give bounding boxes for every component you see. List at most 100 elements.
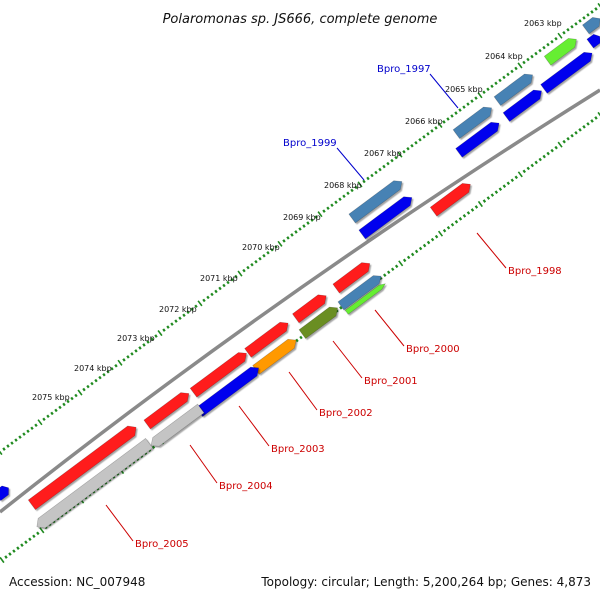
- kbp-label-2066: 2066 kbp: [405, 117, 443, 126]
- ring-tick: [434, 126, 438, 130]
- ring-tick: [310, 218, 314, 222]
- ring-tick: [582, 16, 586, 20]
- ring-tick: [222, 283, 226, 288]
- ring-tick: [562, 30, 566, 35]
- ring-tick: [498, 187, 503, 191]
- gene-arrow: [0, 485, 9, 502]
- ring-tick: [506, 72, 510, 77]
- ring-tick: [94, 378, 98, 383]
- ring-tick: [477, 92, 483, 99]
- ring-tick: [586, 122, 590, 126]
- gene-label-bpro-1999: Bpro_1999: [283, 138, 337, 149]
- ring-tick: [14, 438, 18, 442]
- genome-summary-text: Topology: circular; Length: 5,200,264 bp…: [260, 575, 591, 589]
- ring-tick: [242, 268, 246, 273]
- ring-tick: [126, 355, 130, 359]
- ring-tick: [134, 349, 138, 353]
- ring-tick: [110, 366, 114, 371]
- gene-arrow: [540, 51, 593, 94]
- ring-tick: [151, 445, 156, 450]
- gene-label-bpro-2003: Bpro_2003: [271, 444, 325, 455]
- ring-tick: [346, 191, 350, 196]
- ring-tick: [582, 125, 586, 129]
- ring-tick: [382, 164, 386, 169]
- ring-tick: [28, 537, 32, 542]
- outer-dotted-ring: [0, 2, 600, 456]
- ring-tick: [522, 169, 526, 174]
- ring-tick: [422, 135, 426, 139]
- ring-tick: [54, 408, 58, 413]
- kbp-label-2072: 2072 kbp: [159, 305, 197, 314]
- kbp-label-2073: 2073 kbp: [117, 334, 155, 343]
- ring-tick: [446, 225, 451, 230]
- ring-tick: [317, 211, 323, 218]
- ring-tick: [295, 338, 299, 343]
- gene-label-leaders: [105, 73, 507, 542]
- ring-tick: [490, 193, 495, 197]
- ring-tick: [210, 292, 214, 297]
- ring-tick: [170, 322, 174, 326]
- ring-tick: [446, 117, 450, 121]
- ring-tick: [150, 337, 154, 341]
- ring-tick: [550, 148, 554, 153]
- ring-tick: [517, 62, 523, 69]
- gene-arrow: [244, 321, 289, 358]
- ring-tick: [174, 319, 178, 323]
- ring-tick: [39, 527, 45, 534]
- gene-arrow: [452, 106, 492, 139]
- ring-tick: [230, 277, 234, 282]
- gene-arrow: [455, 121, 500, 158]
- ring-tick: [410, 143, 414, 148]
- ring-tick: [578, 128, 582, 132]
- ring-tick: [294, 230, 298, 234]
- kbp-label-2068: 2068 kbp: [324, 181, 362, 190]
- ring-tick: [530, 163, 534, 168]
- gene-label-bpro-2002: Bpro_2002: [319, 408, 373, 419]
- ring-tick: [510, 69, 514, 74]
- ring-tick: [390, 158, 394, 163]
- ring-tick: [430, 237, 435, 242]
- ring-tick: [314, 215, 318, 219]
- kbp-label-2074: 2074 kbp: [74, 364, 112, 373]
- ring-tick: [454, 220, 459, 224]
- ring-tick: [418, 138, 422, 142]
- ring-tick: [462, 105, 466, 109]
- gene-features: [0, 17, 600, 529]
- ring-tick: [546, 151, 550, 156]
- ring-tick: [546, 42, 550, 47]
- ring-tick: [42, 417, 46, 422]
- gene-arrow: [502, 89, 542, 122]
- ring-tick: [6, 444, 10, 448]
- ring-tick: [214, 289, 218, 294]
- ring-tick: [12, 549, 16, 553]
- gene-arrow: [493, 73, 533, 106]
- inner-dotted-ring: [0, 111, 600, 564]
- ring-tick: [386, 161, 390, 166]
- ring-tick: [370, 173, 374, 178]
- ring-tick: [270, 248, 274, 252]
- ring-tick: [234, 274, 238, 279]
- ring-tick: [514, 66, 518, 71]
- ring-tick: [142, 343, 146, 347]
- ring-tick: [506, 181, 511, 186]
- ring-tick: [250, 262, 254, 267]
- ring-tick: [74, 393, 78, 398]
- gene-label-bpro-2000: Bpro_2000: [406, 344, 460, 355]
- kbp-label-2069: 2069 kbp: [283, 213, 321, 222]
- ring-tick: [77, 389, 83, 396]
- ring-tick: [477, 200, 483, 208]
- ring-tick: [486, 196, 491, 200]
- ring-tick: [386, 270, 391, 275]
- ring-tick: [490, 84, 494, 89]
- ring-tick: [354, 185, 358, 190]
- ring-tick: [394, 155, 398, 160]
- gene-arrow: [337, 275, 382, 311]
- ring-tick: [486, 87, 490, 92]
- ring-tick: [90, 381, 94, 386]
- ring-tick: [394, 264, 399, 269]
- ring-tick: [350, 188, 354, 193]
- ring-tick: [550, 39, 554, 44]
- ring-tick: [2, 447, 6, 451]
- accession-text: Accession: NC_007948: [9, 575, 145, 589]
- ring-tick: [37, 419, 43, 426]
